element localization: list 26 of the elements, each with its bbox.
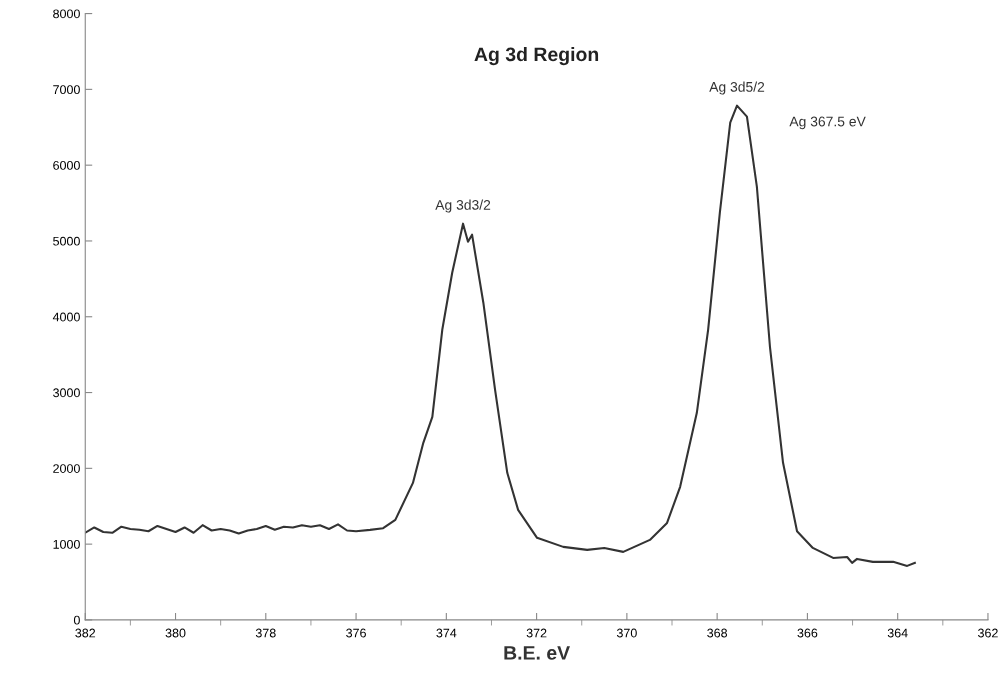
y-tick-label: 8000 (53, 9, 80, 19)
x-tick-label: 368 (707, 628, 728, 638)
x-tick-label: 370 (616, 628, 637, 638)
y-tick-label: 2000 (53, 464, 80, 473)
annotation: Ag 3d3/2 (435, 199, 491, 213)
x-tick-label: 380 (165, 628, 186, 638)
x-tick-label: 378 (255, 628, 276, 638)
line-series (85, 104, 916, 567)
y-tick-label: 6000 (53, 160, 80, 170)
x-tick-label: 382 (75, 628, 96, 638)
x-tick-label: 372 (526, 628, 547, 638)
x-tick-label: 362 (978, 628, 998, 638)
x-axis-title: B.E. eV (504, 646, 570, 660)
y-tick-label: 0 (73, 615, 80, 625)
y-tick-label: 3000 (53, 388, 80, 398)
annotation: Ag 367.5 eV (789, 116, 866, 130)
x-tick-label: 374 (436, 628, 457, 638)
y-tick-label: 5000 (53, 236, 80, 246)
y-tick-label: 4000 (52, 312, 80, 322)
x-tick-label: 366 (797, 628, 818, 638)
x-tick-label: 364 (887, 628, 908, 638)
y-tick-label: 7000 (53, 85, 80, 95)
x-tick-label: 376 (346, 628, 366, 638)
annotation: Ag 3d5/2 (709, 81, 765, 95)
y-tick-label: 1000 (53, 539, 80, 549)
text: Ag 3d Region (474, 46, 599, 66)
